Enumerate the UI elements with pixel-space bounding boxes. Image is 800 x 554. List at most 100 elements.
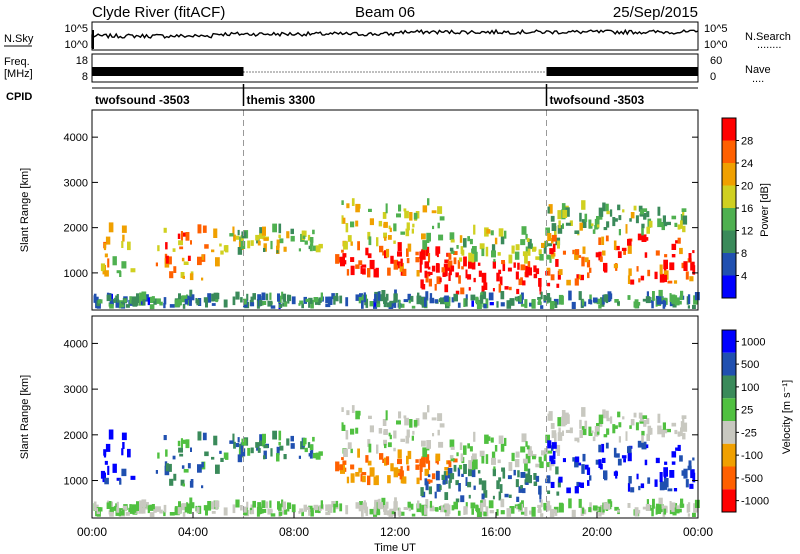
- velocity-cell: [640, 483, 645, 489]
- velocity-cell: [623, 458, 626, 463]
- velocity-cell: [525, 473, 531, 483]
- power-cell: [333, 295, 336, 305]
- power-cell: [492, 261, 496, 269]
- cpid-row: CPID twofsound -3503 themis 3300 twofsound…: [6, 84, 698, 107]
- power-cell: [115, 302, 120, 308]
- power-cell: [669, 262, 675, 271]
- power-cell: [367, 231, 371, 240]
- velocity-cell: [432, 433, 435, 437]
- power-cell: [599, 256, 603, 262]
- power-cell: [427, 271, 431, 277]
- power-cell: [383, 232, 387, 239]
- power-cell: [383, 221, 388, 228]
- velocity-cell: [223, 452, 229, 459]
- velocity-cell: [335, 500, 339, 508]
- colorbar-swatch: [722, 118, 736, 141]
- velocity-cell: [644, 459, 648, 466]
- velocity-cell: [361, 508, 364, 517]
- velocity-cell: [519, 502, 522, 511]
- power-cell: [165, 255, 169, 264]
- power-cell: [444, 259, 449, 263]
- power-cell: [142, 296, 146, 306]
- velocity-cell: [681, 470, 685, 476]
- velocity-ylabel: Slant Range [km]: [19, 375, 31, 459]
- velocity-cell: [115, 503, 118, 510]
- velocity-cell: [692, 472, 696, 483]
- power-cell: [687, 305, 690, 309]
- velocity-cell: [460, 495, 465, 503]
- power-cell: [181, 295, 187, 303]
- power-cell: [355, 294, 360, 301]
- velocity-cell: [672, 511, 677, 516]
- velocity-cell: [535, 475, 540, 482]
- power-cell: [345, 223, 349, 233]
- velocity-cell: [373, 513, 378, 517]
- power-cell: [674, 222, 678, 227]
- power-cell: [549, 248, 554, 255]
- power-cell: [439, 216, 445, 221]
- velocity-cell: [147, 505, 150, 514]
- velocity-cell: [402, 476, 407, 484]
- power-cell: [121, 240, 124, 248]
- velocity-cell: [187, 463, 191, 469]
- power-cell: [346, 203, 350, 209]
- velocity-cell: [444, 503, 449, 510]
- velocity-cell: [438, 441, 444, 448]
- power-cell: [243, 298, 247, 305]
- velocity-cell: [235, 499, 240, 508]
- power-cell: [603, 294, 609, 302]
- velocity-cell: [116, 477, 121, 481]
- power-cell: [500, 291, 505, 300]
- x-tick-label: 16:00: [481, 525, 511, 539]
- velocity-cell: [358, 467, 363, 473]
- power-cell: [262, 235, 266, 240]
- velocity-colorbar: 1000 500 100 25 -25 -100 -500 -1000: [721, 329, 769, 513]
- velocity-cell: [687, 502, 691, 512]
- power-cell: [460, 246, 464, 254]
- velocity-cell: [608, 503, 611, 510]
- power-cell: [105, 236, 111, 245]
- power-cell: [588, 299, 592, 305]
- velocity-cell: [167, 463, 172, 472]
- power-cell: [569, 220, 573, 226]
- velocity-cell: [257, 502, 262, 509]
- velocity-cell: [558, 427, 561, 436]
- power-cell: [211, 249, 215, 253]
- velocity-cell: [471, 461, 475, 471]
- power-cell: [240, 235, 244, 244]
- power-cell: [341, 215, 344, 224]
- velocity-cell: [425, 481, 429, 491]
- velocity-cell: [485, 506, 489, 517]
- velocity-cell: [468, 494, 471, 499]
- power-cell: [627, 295, 631, 300]
- velocity-cell: [618, 422, 622, 428]
- velocity-cell: [379, 453, 384, 460]
- velocity-cell: [566, 487, 571, 494]
- velocity-cell: [233, 441, 236, 449]
- velocity-cell: [415, 459, 419, 463]
- power-cell: [598, 304, 602, 309]
- velocity-cell: [592, 505, 598, 511]
- nsearch-label: N.Search: [745, 31, 791, 43]
- velocity-cell: [569, 427, 573, 434]
- velocity-cell: [121, 468, 127, 477]
- power-cell: [579, 222, 583, 231]
- power-cell: [449, 232, 455, 240]
- power-cell: [183, 261, 189, 265]
- power-cell: [539, 254, 544, 261]
- velocity-cell: [427, 405, 430, 413]
- power-cell: [453, 251, 458, 255]
- power-cell: [361, 264, 367, 268]
- velocity-cell: [525, 453, 529, 461]
- power-cell: [595, 252, 599, 258]
- power-cell: [341, 200, 344, 205]
- power-cell: [594, 225, 599, 230]
- velocity-cell: [413, 419, 418, 427]
- velocity-cell: [406, 455, 409, 465]
- velocity-cell: [557, 417, 562, 427]
- velocity-cell: [657, 425, 662, 435]
- power-cell: [613, 263, 618, 269]
- power-cell: [345, 297, 349, 307]
- velocity-cell: [486, 436, 491, 441]
- velocity-cell: [355, 502, 360, 509]
